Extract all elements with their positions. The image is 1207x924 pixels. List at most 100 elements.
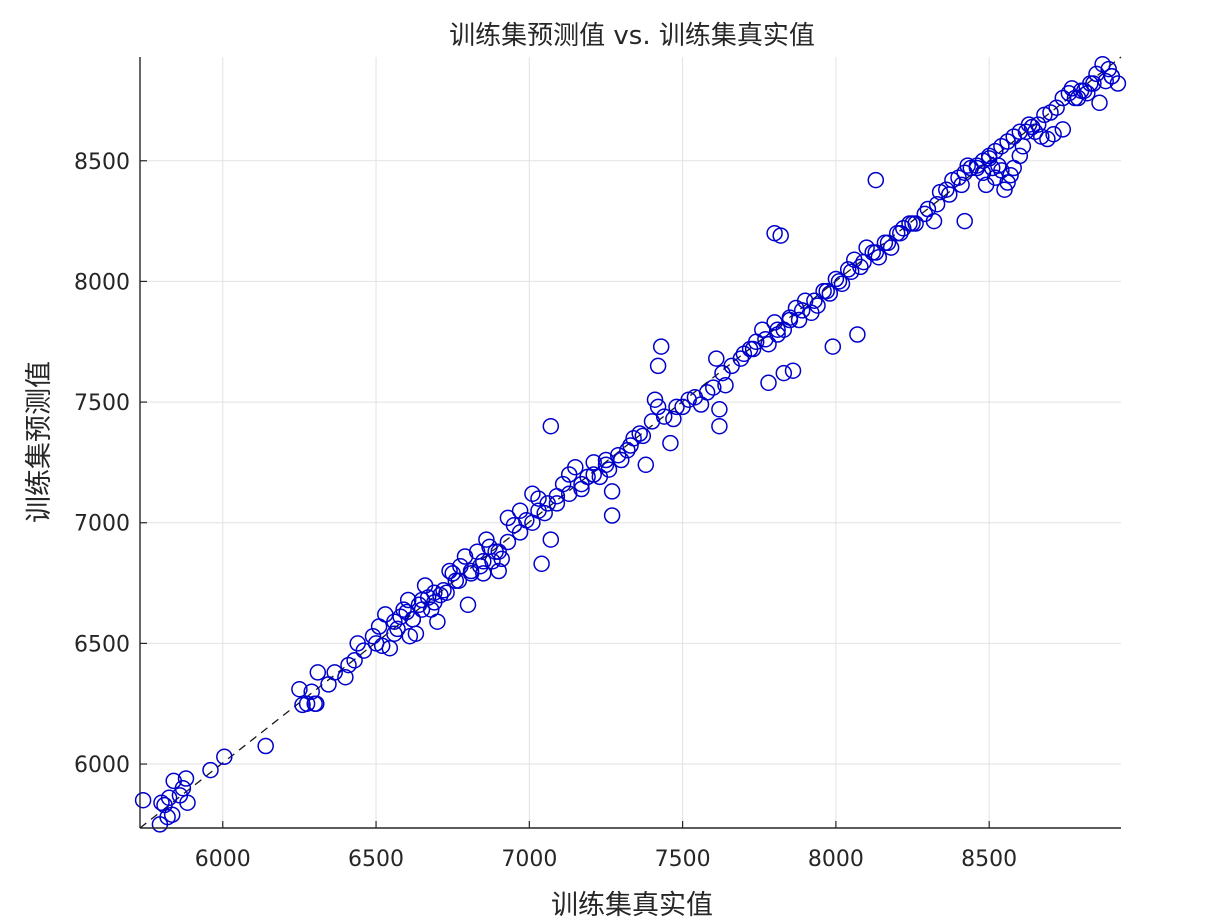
data-point	[649, 357, 667, 375]
data-point	[216, 748, 233, 766]
data-point	[298, 695, 316, 712]
data-point	[649, 398, 667, 416]
data-point	[882, 239, 900, 256]
data-point	[784, 362, 802, 379]
x-tick-label: 6500	[348, 847, 404, 872]
data-point	[867, 244, 885, 261]
data-point	[429, 613, 446, 630]
data-point	[364, 627, 382, 645]
data-point	[413, 601, 431, 618]
data-point	[511, 502, 529, 519]
data-point	[827, 270, 845, 288]
data-point	[597, 456, 615, 474]
data-point	[993, 138, 1010, 155]
data-point	[308, 695, 325, 712]
data-point	[855, 253, 872, 271]
data-point	[613, 451, 630, 469]
data-point	[821, 285, 839, 302]
data-point	[536, 504, 553, 522]
data-point	[567, 458, 584, 476]
data-point	[585, 466, 602, 483]
data-point	[1097, 72, 1114, 90]
data-point	[735, 345, 753, 363]
data-point	[824, 338, 842, 355]
data-point	[1094, 55, 1111, 73]
data-point	[177, 770, 195, 787]
data-point	[938, 181, 955, 198]
data-point	[1063, 80, 1081, 97]
data-point	[309, 664, 327, 681]
data-point	[459, 596, 477, 614]
data-point	[717, 376, 734, 394]
data-point	[475, 553, 492, 570]
data-point	[392, 608, 409, 626]
data-point	[757, 331, 774, 348]
data-point	[634, 427, 652, 445]
data-point	[548, 495, 566, 512]
data-point	[386, 625, 403, 642]
data-point	[879, 234, 897, 252]
data-point	[625, 430, 642, 447]
data-point	[163, 806, 181, 823]
data-point	[1085, 75, 1102, 92]
data-point	[257, 737, 274, 755]
data-point	[1060, 84, 1078, 102]
data-point	[999, 174, 1016, 191]
data-point	[1079, 84, 1096, 102]
y-axis-ticks: 6000 6500 7000 7500 8000 8500	[74, 150, 147, 778]
data-point	[303, 683, 320, 700]
data-point	[600, 461, 618, 478]
data-point	[487, 543, 504, 560]
data-point	[560, 485, 578, 503]
data-point	[340, 656, 357, 674]
y-tick-label: 6000	[74, 753, 130, 778]
data-point	[643, 413, 661, 430]
data-point	[326, 664, 343, 681]
data-point	[291, 680, 308, 698]
data-point	[999, 133, 1016, 150]
data-point	[160, 789, 178, 807]
data-point	[809, 297, 826, 314]
data-point	[395, 601, 412, 618]
data-point	[631, 425, 648, 442]
data-point	[705, 379, 722, 396]
data-point	[646, 391, 664, 408]
y-tick-label: 7000	[74, 512, 130, 537]
y-tick-label: 6500	[74, 632, 130, 657]
data-point	[711, 417, 728, 435]
data-point	[542, 417, 560, 435]
data-point	[1091, 94, 1108, 112]
data-point	[956, 212, 973, 230]
data-point	[996, 181, 1013, 198]
data-point	[959, 157, 976, 174]
data-point	[542, 531, 560, 548]
data-point	[603, 483, 621, 500]
data-point	[511, 524, 529, 541]
x-tick-label: 8000	[808, 847, 864, 872]
data-point	[892, 224, 909, 242]
data-point	[585, 454, 602, 471]
data-point	[441, 562, 458, 580]
data-point	[928, 195, 946, 213]
data-point	[950, 169, 967, 186]
data-point	[769, 321, 786, 338]
data-point	[346, 652, 363, 669]
data-point	[533, 555, 550, 573]
data-point	[530, 490, 547, 507]
x-tick-label: 7000	[501, 847, 557, 872]
data-point	[830, 273, 848, 290]
data-point	[781, 311, 799, 329]
data-point	[1002, 166, 1019, 184]
data-point	[456, 548, 474, 565]
data-point	[668, 398, 685, 416]
x-tick-label: 7500	[655, 847, 711, 872]
data-point	[389, 620, 406, 638]
data-point	[842, 263, 860, 281]
x-axis-ticks: 6000 6500 7000 7500 8000 8500	[195, 821, 1017, 872]
data-point	[1048, 99, 1065, 116]
data-point	[381, 639, 399, 657]
data-point	[438, 584, 455, 601]
data-point	[772, 227, 789, 244]
